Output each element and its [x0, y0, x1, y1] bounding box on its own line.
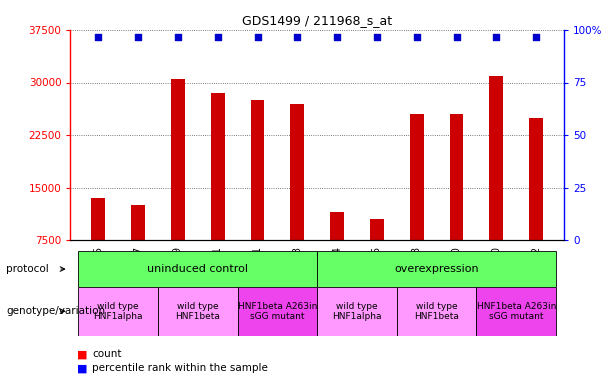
- Bar: [489, 75, 503, 240]
- Bar: [171, 79, 185, 240]
- Text: ■: ■: [77, 350, 87, 359]
- Text: genotype/variation: genotype/variation: [6, 306, 105, 316]
- Text: uninduced control: uninduced control: [147, 264, 248, 274]
- Bar: [318, 287, 397, 336]
- Bar: [291, 104, 304, 240]
- Point: [133, 34, 143, 40]
- Point: [531, 34, 541, 40]
- Bar: [449, 114, 463, 240]
- Bar: [330, 212, 344, 240]
- Bar: [211, 93, 225, 240]
- Point: [412, 34, 422, 40]
- Bar: [158, 287, 238, 336]
- Text: wild type
HNF1alpha: wild type HNF1alpha: [94, 302, 143, 321]
- Point: [253, 34, 262, 40]
- Point: [372, 34, 382, 40]
- Point: [492, 34, 501, 40]
- Bar: [238, 287, 318, 336]
- Bar: [370, 219, 384, 240]
- Point: [173, 34, 183, 40]
- Bar: [91, 198, 105, 240]
- Point: [452, 34, 462, 40]
- Point: [213, 34, 223, 40]
- Text: ■: ■: [77, 363, 87, 373]
- Text: overexpression: overexpression: [394, 264, 479, 274]
- Bar: [318, 251, 556, 287]
- Bar: [476, 287, 556, 336]
- Bar: [397, 287, 476, 336]
- Bar: [78, 251, 318, 287]
- Text: wild type
HNF1beta: wild type HNF1beta: [414, 302, 459, 321]
- Text: protocol: protocol: [6, 264, 49, 274]
- Text: wild type
HNF1alpha: wild type HNF1alpha: [332, 302, 382, 321]
- Text: HNF1beta A263in
sGG mutant: HNF1beta A263in sGG mutant: [476, 302, 556, 321]
- Text: count: count: [92, 350, 121, 359]
- Text: HNF1beta A263in
sGG mutant: HNF1beta A263in sGG mutant: [238, 302, 317, 321]
- Bar: [251, 100, 264, 240]
- Point: [292, 34, 302, 40]
- Bar: [529, 117, 543, 240]
- Text: percentile rank within the sample: percentile rank within the sample: [92, 363, 268, 373]
- Bar: [409, 114, 424, 240]
- Title: GDS1499 / 211968_s_at: GDS1499 / 211968_s_at: [242, 15, 392, 27]
- Point: [93, 34, 103, 40]
- Point: [332, 34, 342, 40]
- Text: wild type
HNF1beta: wild type HNF1beta: [175, 302, 220, 321]
- Bar: [78, 287, 158, 336]
- Bar: [131, 205, 145, 240]
